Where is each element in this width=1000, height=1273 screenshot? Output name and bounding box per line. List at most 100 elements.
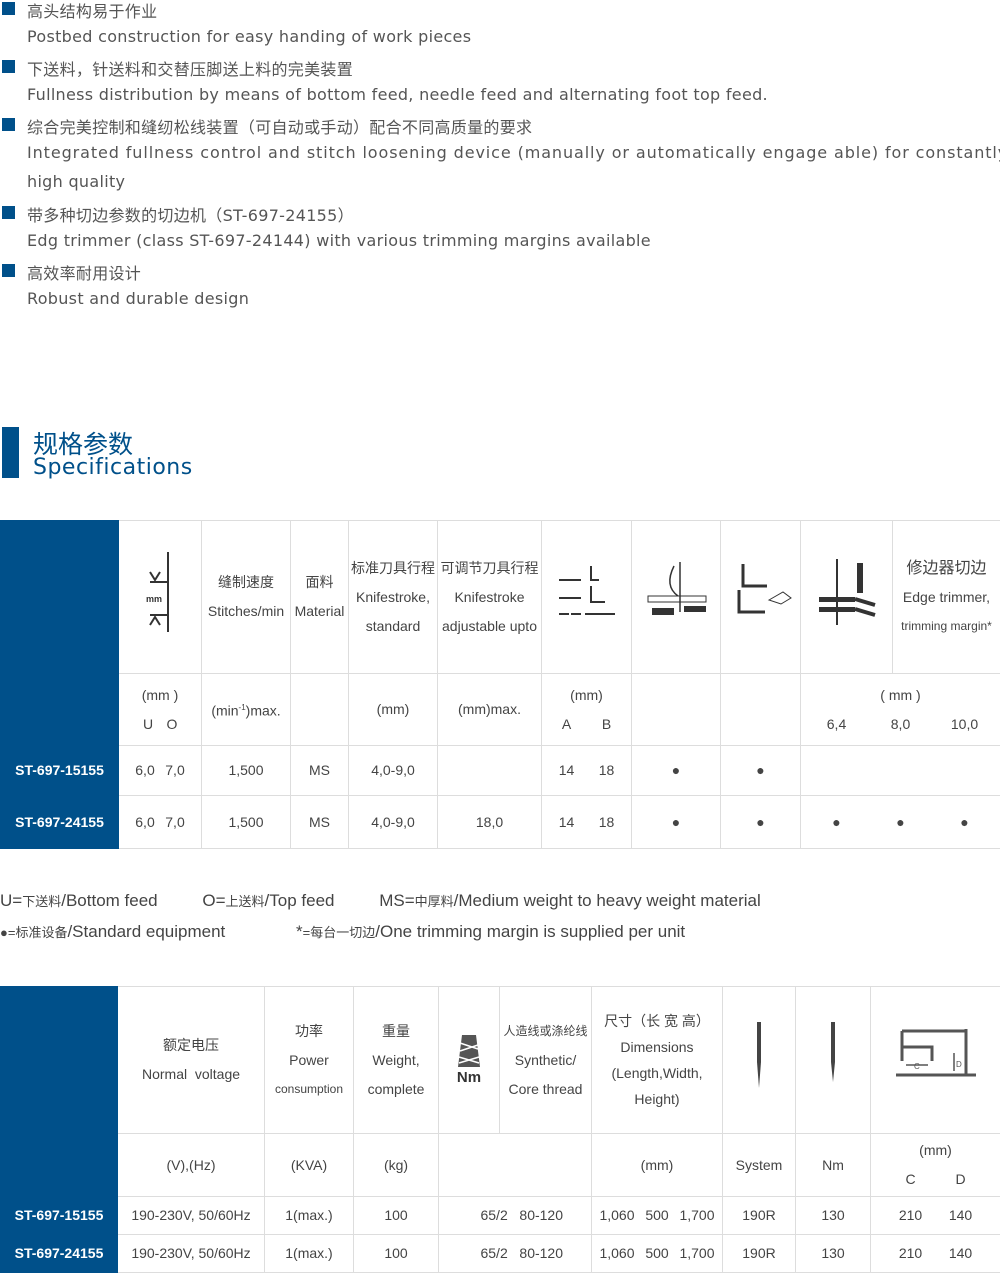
trim-unit: ( mm )	[801, 681, 1000, 710]
needle-feed-icon	[632, 521, 721, 674]
svg-text:mm: mm	[146, 594, 162, 604]
trim-value: ●	[933, 808, 997, 837]
note: /Standard equipment	[67, 922, 225, 941]
a-value: 14	[547, 808, 587, 837]
note: /Bottom feed	[61, 891, 157, 910]
table-row: ST-697-24155 190-230V, 50/60Hz 1(max.) 1…	[1, 1235, 1000, 1273]
legend-line-1: U=下送料/Bottom feed O=上送料/Top feed MS=中厚料/…	[0, 891, 761, 911]
heading-bar	[2, 427, 19, 478]
dim-en: (Length,Width,	[592, 1060, 722, 1086]
bullet-icon	[2, 118, 15, 131]
feed-icon: mm	[119, 521, 202, 674]
speed-unit: (min-1)max.	[202, 674, 291, 746]
b-label: B	[587, 710, 627, 739]
power-zh: 功率	[265, 1017, 353, 1046]
knife-std-value: 4,0-9,0	[349, 796, 438, 849]
u-value: 6,0	[130, 808, 160, 837]
note: 中厚料	[415, 894, 454, 909]
nm-icon-label: Nm	[439, 1069, 499, 1087]
a-label: A	[547, 710, 587, 739]
knife-std-en: Knifestroke,	[349, 583, 437, 612]
weight-zh: 重量	[354, 1017, 438, 1046]
note: ●	[0, 925, 8, 940]
d-value: 140	[936, 1201, 986, 1230]
svg-text:D: D	[956, 1060, 962, 1069]
model-header	[1, 1134, 118, 1197]
trim-en: trimming margin*	[893, 612, 1000, 641]
material-en: Material	[291, 597, 348, 626]
presser-foot-lift-icon	[542, 521, 632, 674]
unit-text: )max.	[246, 703, 281, 719]
feature-zh: 带多种切边参数的切边机（ST-697-24155）	[27, 202, 354, 226]
o-value: 7,0	[160, 756, 190, 785]
thread-value: 65/2	[480, 1245, 507, 1261]
nm-value: 130	[796, 1197, 871, 1235]
power-en: Power	[265, 1046, 353, 1075]
speed-zh: 缝制速度	[202, 568, 290, 597]
knife-std-en: standard	[349, 612, 437, 641]
thread-en: Synthetic/	[500, 1046, 591, 1075]
trim-val: 10,0	[933, 710, 997, 739]
svg-text:C: C	[914, 1062, 920, 1071]
trim-value: ●	[805, 808, 869, 837]
knife-adj-value: 18,0	[438, 796, 542, 849]
c-label: C	[886, 1165, 936, 1194]
c-value: 210	[886, 1201, 936, 1230]
note: 上送料	[226, 894, 265, 909]
unit-sup: -1	[239, 703, 246, 712]
model-header	[1, 987, 118, 1134]
table-row: ST-697-15155 190-230V, 50/60Hz 1(max.) 1…	[1, 1197, 1000, 1235]
model-name: ST-697-15155	[1, 746, 119, 796]
note: O=	[202, 891, 225, 910]
nm-value: 130	[796, 1235, 871, 1273]
volt-value: 190-230V, 50/60Hz	[118, 1235, 265, 1273]
volt-unit: (V),(Hz)	[118, 1134, 265, 1197]
bullet-icon	[2, 206, 15, 219]
knife-adj-unit: (mm)max.	[438, 674, 542, 746]
model-header	[1, 674, 119, 746]
note: /One trimming margin is supplied per uni…	[375, 922, 685, 941]
power-value: 1(max.)	[265, 1197, 354, 1235]
system-unit: System	[723, 1134, 796, 1197]
empty-cell	[632, 674, 721, 746]
knife-std-value: 4,0-9,0	[349, 746, 438, 796]
knife-std-unit: (mm)	[349, 674, 438, 746]
note: =标准设备	[8, 925, 68, 940]
weight-en: Weight,	[354, 1046, 438, 1075]
note: *	[296, 922, 303, 941]
model-name: ST-697-24155	[1, 796, 119, 849]
height-value: 1,700	[677, 1201, 717, 1230]
dim-zh: 尺寸（长 宽 高）	[592, 1008, 722, 1034]
legend-line-2: ●=标准设备/Standard equipment *=每台一切边/One tr…	[0, 922, 685, 942]
edge-trimmer-icon	[801, 521, 893, 674]
knife-std-zh: 标准刀具行程	[349, 554, 437, 583]
feature-zh: 高头结构易于作业	[27, 0, 157, 22]
model-name: ST-697-24155	[1, 1235, 118, 1273]
dot-value: ●	[632, 796, 721, 849]
b-value: 18	[587, 756, 627, 785]
speed-en: Stitches/min	[202, 597, 290, 626]
note: 下送料	[22, 894, 61, 909]
section-title-en: Specifications	[33, 455, 193, 480]
knife-adj-zh: 可调节刀具行程	[438, 554, 541, 583]
height-value: 1,700	[677, 1239, 717, 1268]
speed-value: 1,500	[202, 746, 291, 796]
o-label: O	[160, 710, 184, 739]
note: U=	[0, 891, 22, 910]
feature-en: Edg trimmer (class ST-697-24144) with va…	[27, 231, 651, 250]
bullet-icon	[2, 60, 15, 73]
note: /Medium weight to heavy weight material	[454, 891, 761, 910]
dim-en: Dimensions	[592, 1034, 722, 1060]
weight-unit: (kg)	[354, 1134, 439, 1197]
trim-value: ●	[869, 808, 933, 837]
material-unit	[291, 674, 349, 746]
system-value: 190R	[723, 1197, 796, 1235]
model-header	[1, 521, 119, 674]
speed-value: 1,500	[202, 796, 291, 849]
thread-spool-icon: Nm	[439, 987, 500, 1134]
thread-en: Core thread	[500, 1075, 591, 1104]
